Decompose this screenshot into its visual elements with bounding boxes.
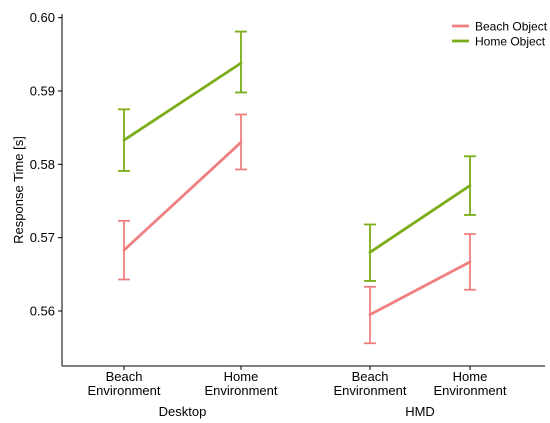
y-tick-label: 0.58 <box>30 157 55 172</box>
y-ticks: 0.56 0.57 0.58 0.59 0.60 <box>30 10 62 319</box>
legend-label: Beach Object <box>475 20 548 34</box>
axes <box>61 14 545 367</box>
y-axis-label: Response Time [s] <box>11 136 26 244</box>
series-line <box>122 140 243 252</box>
y-tick-label: 0.57 <box>30 230 55 245</box>
series-line <box>122 61 243 142</box>
legend-label: Home Object <box>475 35 546 49</box>
y-tick-label: 0.60 <box>30 10 55 25</box>
x-tick-label: Beach <box>352 369 389 384</box>
x-tick-label: Environment <box>88 383 161 398</box>
y-tick-label: 0.59 <box>30 84 55 99</box>
x-tick-label: Home <box>224 369 259 384</box>
series-layer <box>118 30 476 345</box>
x-tick-label: Beach <box>106 369 143 384</box>
series-group <box>118 30 476 282</box>
series-group <box>118 113 476 345</box>
x-labels: BeachEnvironmentHomeEnvironmentDesktopBe… <box>88 366 507 419</box>
x-tick-label: Environment <box>205 383 278 398</box>
series-line <box>368 260 472 317</box>
series-line <box>368 184 472 254</box>
x-group-label: HMD <box>405 404 435 419</box>
y-tick-label: 0.56 <box>30 304 55 319</box>
x-tick-label: Home <box>453 369 488 384</box>
x-tick-label: Environment <box>434 383 507 398</box>
x-group-label: Desktop <box>159 404 207 419</box>
x-tick-label: Environment <box>334 383 407 398</box>
